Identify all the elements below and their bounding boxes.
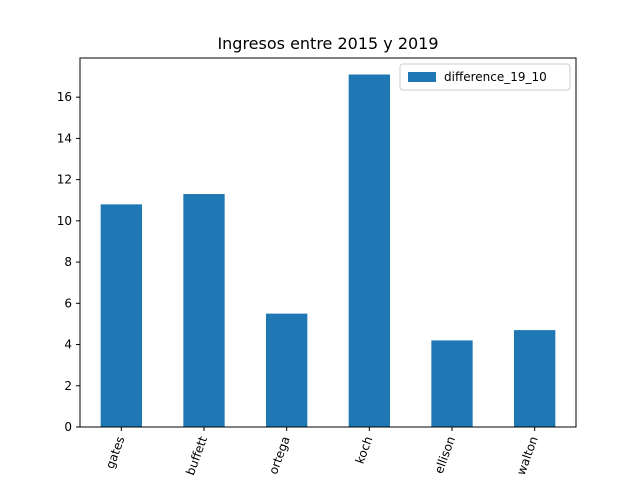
bar-ortega: [266, 313, 308, 427]
y-tick-label: 6: [64, 296, 72, 310]
bar-gates: [100, 204, 142, 427]
bar-buffett: [183, 194, 225, 427]
x-tick-label-gates: gates: [103, 434, 128, 470]
chart-title: Ingresos entre 2015 y 2019: [217, 34, 438, 53]
y-tick-label: 8: [64, 255, 72, 269]
bars-group: [100, 74, 556, 428]
y-tick-label: 2: [64, 379, 72, 393]
y-tick-label: 12: [57, 173, 72, 187]
y-tick-label: 0: [64, 420, 72, 434]
x-tick-label-ortega: ortega: [266, 434, 293, 476]
bar-koch: [348, 74, 390, 428]
legend-swatch: [408, 72, 436, 82]
y-tick-label: 14: [57, 131, 72, 145]
legend: difference_19_10: [399, 63, 571, 91]
y-tick-label: 4: [64, 338, 72, 352]
x-tick-label-ellison: ellison: [432, 434, 458, 475]
x-tick-label-koch: koch: [353, 434, 376, 465]
bar-walton: [514, 330, 556, 427]
plot-frame: [79, 57, 577, 428]
legend-label: difference_19_10: [444, 70, 547, 84]
legend-box: [399, 63, 571, 91]
x-axis: gates buffett ortega koch ellison walton: [103, 427, 541, 477]
x-tick-label-buffett: buffett: [183, 434, 210, 477]
y-tick-label: 16: [57, 90, 72, 104]
x-tick-label-walton: walton: [514, 434, 541, 477]
y-axis: 0 2 4 6 8 10 12 14 16: [57, 90, 80, 434]
bar-ellison: [431, 340, 473, 427]
y-tick-label: 10: [57, 214, 72, 228]
